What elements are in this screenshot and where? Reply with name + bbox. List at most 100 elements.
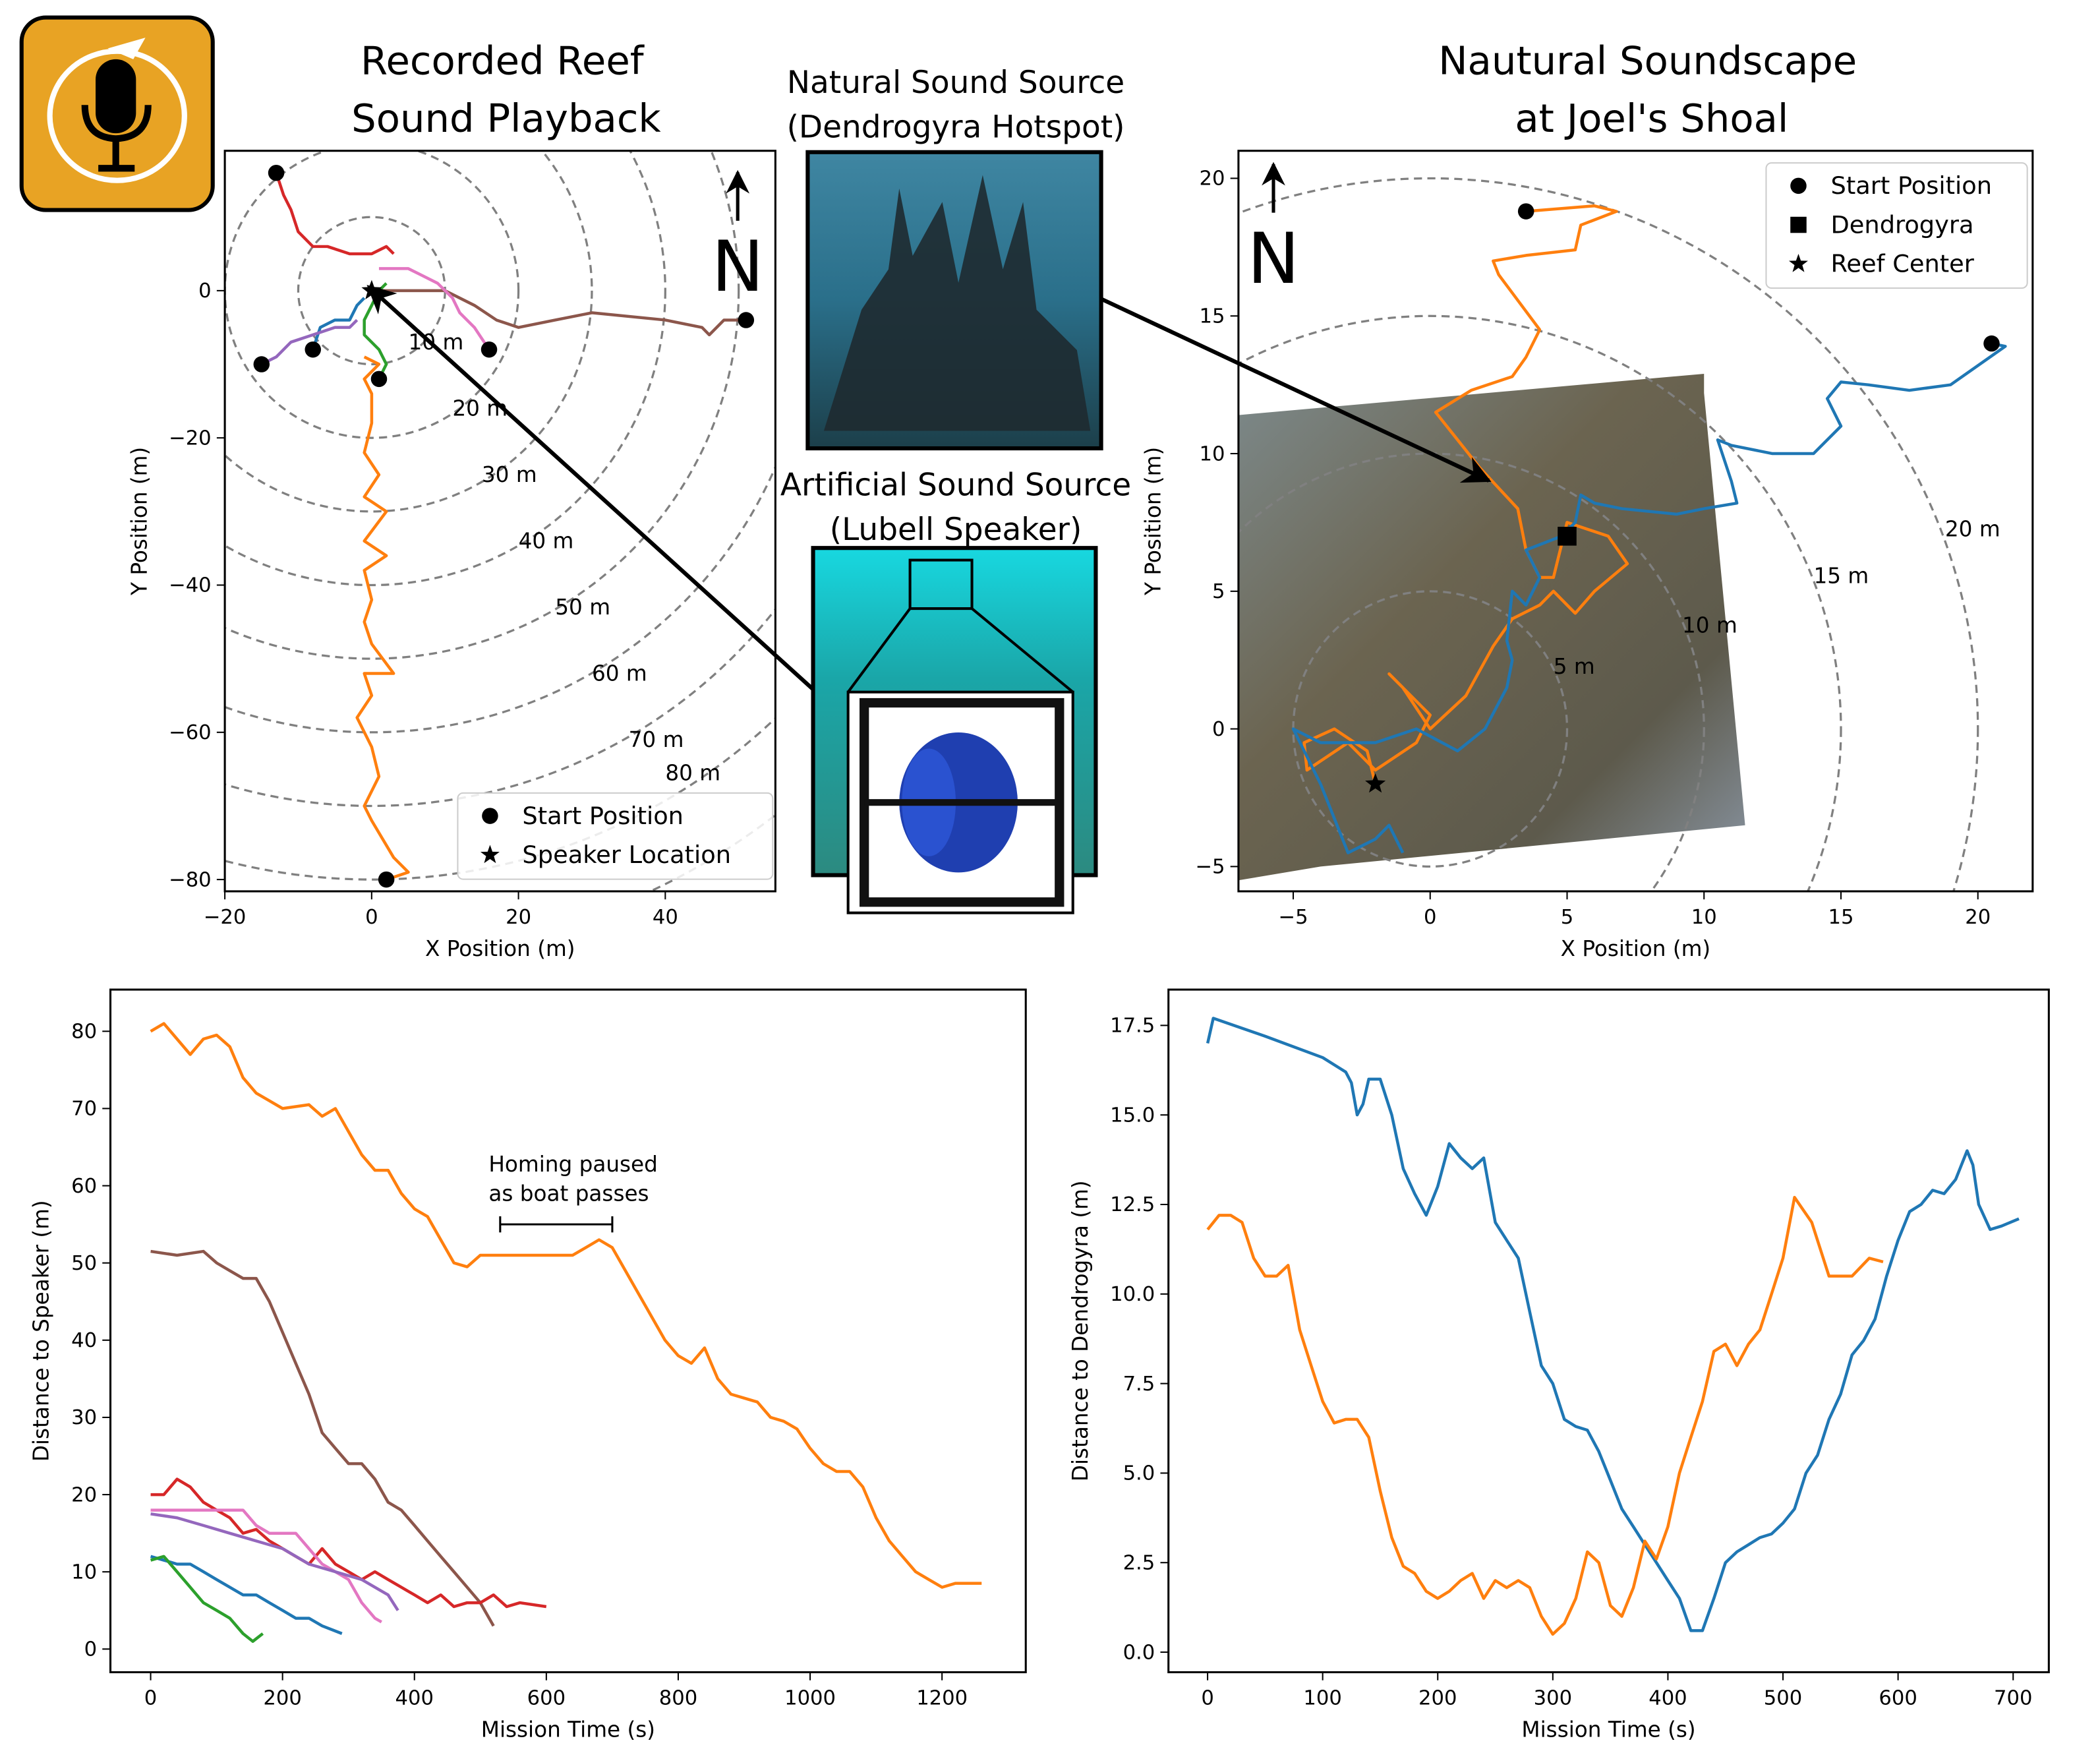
range-ring-label: 10 m bbox=[1682, 612, 1737, 638]
natural-source-subcaption: (Dendrogyra Hotspot) bbox=[787, 109, 1125, 145]
y-tick-label: 2.5 bbox=[1123, 1551, 1155, 1574]
y-tick-label: −5 bbox=[1195, 856, 1225, 879]
x-tick-label: 0 bbox=[1201, 1686, 1214, 1709]
arrow-to-dendrogyra bbox=[1100, 297, 1492, 483]
dendrogyra-marker bbox=[1558, 527, 1577, 546]
legend-label: Speaker Location bbox=[522, 841, 731, 869]
start-position-marker bbox=[305, 341, 322, 358]
y-tick-label: 20 bbox=[71, 1483, 97, 1506]
x-tick-label: −20 bbox=[204, 906, 247, 929]
series-line bbox=[150, 1508, 382, 1624]
range-ring-label: 20 m bbox=[452, 396, 508, 421]
x-tick-label: 0 bbox=[365, 906, 378, 929]
range-ring-label: 30 m bbox=[482, 462, 537, 487]
x-tick-label: 200 bbox=[1418, 1686, 1457, 1709]
title-line: Sound Playback bbox=[351, 96, 661, 141]
y-tick-label: −80 bbox=[169, 868, 212, 891]
dendrogyra-distance-chart: 0 100 200 300 400 500 600 700 0.0 2.5 5.0 7.5 10.0 12… bbox=[1068, 988, 2050, 1742]
microphone-replay-icon bbox=[19, 15, 215, 212]
plot-area bbox=[225, 150, 776, 891]
series-line bbox=[260, 318, 359, 366]
range-ring bbox=[225, 150, 666, 586]
x-tick-label: 600 bbox=[527, 1686, 566, 1709]
y-tick-label: 0 bbox=[84, 1638, 98, 1661]
start-position-marker bbox=[378, 871, 395, 888]
legend: Start Position Dendrogyra Reef Center bbox=[1765, 162, 2028, 289]
arrow-to-speaker bbox=[366, 285, 815, 691]
y-tick-label: −40 bbox=[169, 574, 212, 597]
y-tick-label: 15.0 bbox=[1110, 1104, 1155, 1127]
y-axis-label: Distance to Speaker (m) bbox=[29, 1200, 54, 1462]
series-line bbox=[1206, 1195, 1884, 1636]
y-tick-label: 10 bbox=[1200, 442, 1225, 465]
y-tick-label: 15 bbox=[1200, 305, 1225, 328]
range-ring-label: 5 m bbox=[1554, 654, 1595, 679]
x-tick-label: 400 bbox=[1648, 1686, 1687, 1709]
reef-center-marker bbox=[1365, 773, 1386, 793]
range-ring bbox=[225, 464, 776, 734]
range-ring bbox=[225, 150, 593, 513]
y-tick-label: 7.5 bbox=[1123, 1373, 1155, 1396]
legend-label: Start Position bbox=[522, 802, 684, 830]
y-tick-label: 40 bbox=[71, 1329, 97, 1352]
range-ring bbox=[225, 150, 740, 660]
range-ring-label: 60 m bbox=[592, 661, 647, 686]
y-tick-label: 5 bbox=[1212, 580, 1225, 603]
start-position-marker bbox=[1517, 203, 1534, 220]
y-tick-label: 60 bbox=[71, 1175, 97, 1198]
start-position-marker bbox=[738, 312, 755, 328]
start-position-marker bbox=[268, 164, 285, 181]
y-tick-label: 30 bbox=[71, 1406, 97, 1429]
y-tick-label: 50 bbox=[71, 1252, 97, 1275]
range-ring bbox=[1238, 177, 1979, 891]
series-line bbox=[150, 1249, 495, 1627]
title-line: at Joel's Shoal bbox=[1515, 96, 1788, 141]
x-tick-label: 5 bbox=[1561, 906, 1574, 929]
legend-label: Start Position bbox=[1831, 171, 1993, 200]
series-line bbox=[378, 289, 746, 337]
series-line bbox=[274, 172, 395, 256]
x-tick-label: 200 bbox=[263, 1686, 301, 1709]
axes-frame bbox=[1237, 150, 2034, 893]
x-tick-label: 1200 bbox=[916, 1686, 968, 1709]
legend-star-marker bbox=[480, 845, 500, 864]
soundscape-map-chart: 5 m 10 m 15 m 20 m −5 0 5 10 15 20 −5 0 5 10 15 20 X Pos… bbox=[1140, 150, 2034, 961]
x-axis-label: X Position (m) bbox=[425, 936, 575, 961]
start-position-marker bbox=[1983, 335, 2000, 352]
speaker-distance-chart: 0 200 400 600 800 1000 1200 0 10 20 30 40 50 60 70 80 Mi… bbox=[29, 988, 1027, 1742]
x-tick-label: 15 bbox=[1828, 906, 1854, 929]
y-tick-label: 10.0 bbox=[1110, 1283, 1155, 1306]
y-axis-label: Y Position (m) bbox=[1140, 447, 1165, 596]
x-tick-label: 600 bbox=[1879, 1686, 1917, 1709]
x-axis-label: Mission Time (s) bbox=[1521, 1717, 1695, 1742]
series-line bbox=[311, 297, 366, 350]
y-tick-label: 0 bbox=[1212, 718, 1225, 741]
series-line bbox=[355, 355, 410, 881]
legend-label: Reef Center bbox=[1831, 250, 1975, 278]
north-label: N bbox=[711, 226, 763, 308]
start-position-marker bbox=[253, 356, 270, 372]
playback-map-title: Recorded Reef Sound Playback bbox=[351, 38, 661, 141]
series-line bbox=[150, 1022, 982, 1589]
annotation-line: as boat passes bbox=[488, 1181, 649, 1206]
series-line bbox=[1302, 204, 1629, 785]
range-ring-label: 10 m bbox=[409, 330, 464, 355]
y-tick-label: 70 bbox=[71, 1098, 97, 1121]
y-tick-label: −60 bbox=[169, 721, 212, 744]
plot-area bbox=[150, 1022, 982, 1643]
series-line bbox=[150, 1477, 547, 1609]
range-ring-label: 20 m bbox=[1945, 516, 2000, 541]
x-tick-label: 0 bbox=[144, 1686, 158, 1709]
artificial-source-caption: Artificial Sound Source bbox=[780, 467, 1131, 504]
y-axis-label: Distance to Dendrogyra (m) bbox=[1068, 1180, 1093, 1481]
x-tick-label: 700 bbox=[1994, 1686, 2032, 1709]
range-ring-label: 80 m bbox=[665, 760, 720, 785]
series-line bbox=[1206, 1017, 2020, 1632]
start-position-marker bbox=[370, 371, 388, 388]
x-tick-label: 500 bbox=[1764, 1686, 1802, 1709]
legend-label: Dendrogyra bbox=[1831, 210, 1974, 239]
range-ring-label: 70 m bbox=[629, 727, 684, 752]
legend-box bbox=[457, 792, 774, 880]
playback-map-chart: 10 m 20 m 30 m 40 m 50 m 60 m 70 m 80 m −20 0 20 40… bbox=[127, 150, 776, 961]
series-line bbox=[1291, 342, 2007, 854]
